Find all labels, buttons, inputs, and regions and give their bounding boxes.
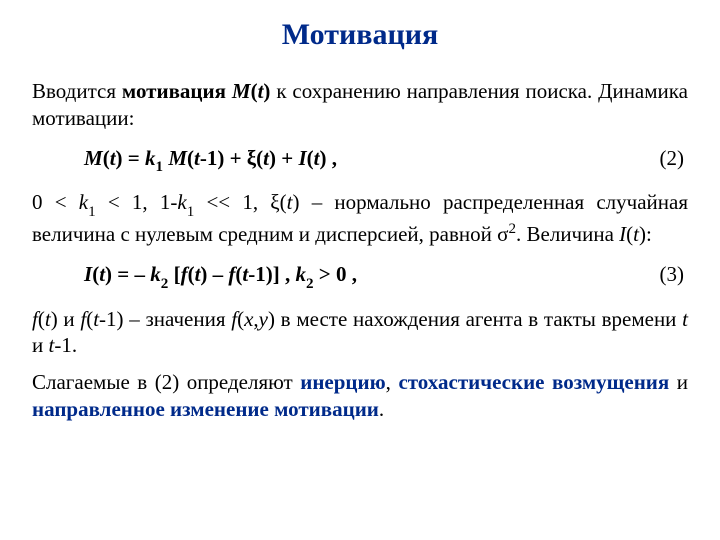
d3-f1: f — [32, 307, 38, 331]
final-word-directed: направленное изменение мотивации — [32, 397, 379, 421]
eq2-t: t — [110, 146, 116, 170]
eq2-M2: M — [168, 146, 187, 170]
slide-title: Мотивация — [32, 18, 688, 52]
intro-lead: Вводится — [32, 79, 122, 103]
d2-lt1: < 1, 1- — [96, 190, 178, 214]
d3-x: x — [244, 307, 253, 331]
d3-f3: f — [231, 307, 237, 331]
eq2-M: M — [84, 146, 103, 170]
eq3-minus: ) – — [200, 262, 228, 286]
eq2-eq: = — [123, 146, 145, 170]
eq3-I: I — [84, 262, 92, 286]
d2-part1: 0 < — [32, 190, 79, 214]
final-word-inertia: инерцию — [300, 370, 385, 394]
d3-m1b: -1. — [54, 333, 77, 357]
eq3-gt0: > 0 , — [314, 262, 357, 286]
d2-k2: k — [177, 190, 186, 214]
eq2-plusI: ) + — [269, 146, 298, 170]
d3-y: y — [259, 307, 268, 331]
eq3-k2: k — [295, 262, 306, 286]
eq3-two: 2 — [161, 276, 169, 292]
intro-paragraph: Вводится мотивация M(t) к сохранению нап… — [32, 78, 688, 132]
d2-tail1: . Величина — [516, 222, 619, 246]
d3-t3: t — [682, 307, 688, 331]
eq2-close: ) , — [320, 146, 338, 170]
intro-M: M — [232, 79, 251, 103]
final-sep1: , — [386, 370, 399, 394]
final-word-stochastic: стохастические возмущения — [398, 370, 669, 394]
d3-and2: и — [32, 333, 49, 357]
d3-f2: f — [80, 307, 86, 331]
d2-sq: 2 — [508, 221, 516, 237]
final-lead: Слагаемые в (2) определяют — [32, 370, 300, 394]
d3-mid: ) в месте нахождения агента в такты врем… — [268, 307, 682, 331]
d3-and: ) и — [51, 307, 81, 331]
slide-container: Мотивация Вводится мотивация M(t) к сохр… — [0, 0, 720, 540]
eq3-f2: f — [228, 262, 235, 286]
eq2-k1-sub: 1 — [156, 159, 164, 175]
d2-one2: 1 — [187, 204, 195, 220]
equation-2-number: (2) — [660, 146, 689, 171]
d2-k: k — [79, 190, 88, 214]
equation-3-number: (3) — [660, 262, 689, 287]
final-paragraph: Слагаемые в (2) определяют инерцию, стох… — [32, 369, 688, 423]
eq2-minus1: -1) + ξ( — [200, 146, 263, 170]
eq3-m1: -1)] , — [248, 262, 295, 286]
intro-paren-open: ( — [251, 79, 258, 103]
d2-I: I — [619, 222, 626, 246]
equation-3-body: I(t) = – k2 [f(t) – f(t-1)] , k2 > 0 , — [84, 262, 357, 291]
intro-motivation-word: мотивация — [122, 79, 232, 103]
equation-3: I(t) = – k2 [f(t) – f(t-1)] , k2 > 0 , (… — [32, 262, 688, 291]
eq3-open: [ — [168, 262, 180, 286]
eq2-I: I — [298, 146, 306, 170]
description-eq3: f(t) и f(t-1) – значения f(x,y) в месте … — [32, 306, 688, 360]
d2-tail2: ): — [639, 222, 652, 246]
final-sep2: и — [669, 370, 688, 394]
d2-one: 1 — [88, 204, 96, 220]
equation-2: M(t) = k1 M(t-1) + ξ(t) + I(t) , (2) — [32, 146, 688, 175]
description-eq2: 0 < k1 < 1, 1-k1 << 1, ξ(t) – нормально … — [32, 189, 688, 248]
eq3-f1: f — [181, 262, 188, 286]
final-end: . — [379, 397, 384, 421]
eq3-eq: ) = – — [105, 262, 150, 286]
d2-ll1: << 1, ξ( — [194, 190, 286, 214]
d3-m1: -1) – значения — [99, 307, 231, 331]
eq2-k1: k — [145, 146, 156, 170]
eq3-two2: 2 — [306, 276, 314, 292]
equation-2-body: M(t) = k1 M(t-1) + ξ(t) + I(t) , — [84, 146, 337, 175]
eq3-k: k — [150, 262, 161, 286]
